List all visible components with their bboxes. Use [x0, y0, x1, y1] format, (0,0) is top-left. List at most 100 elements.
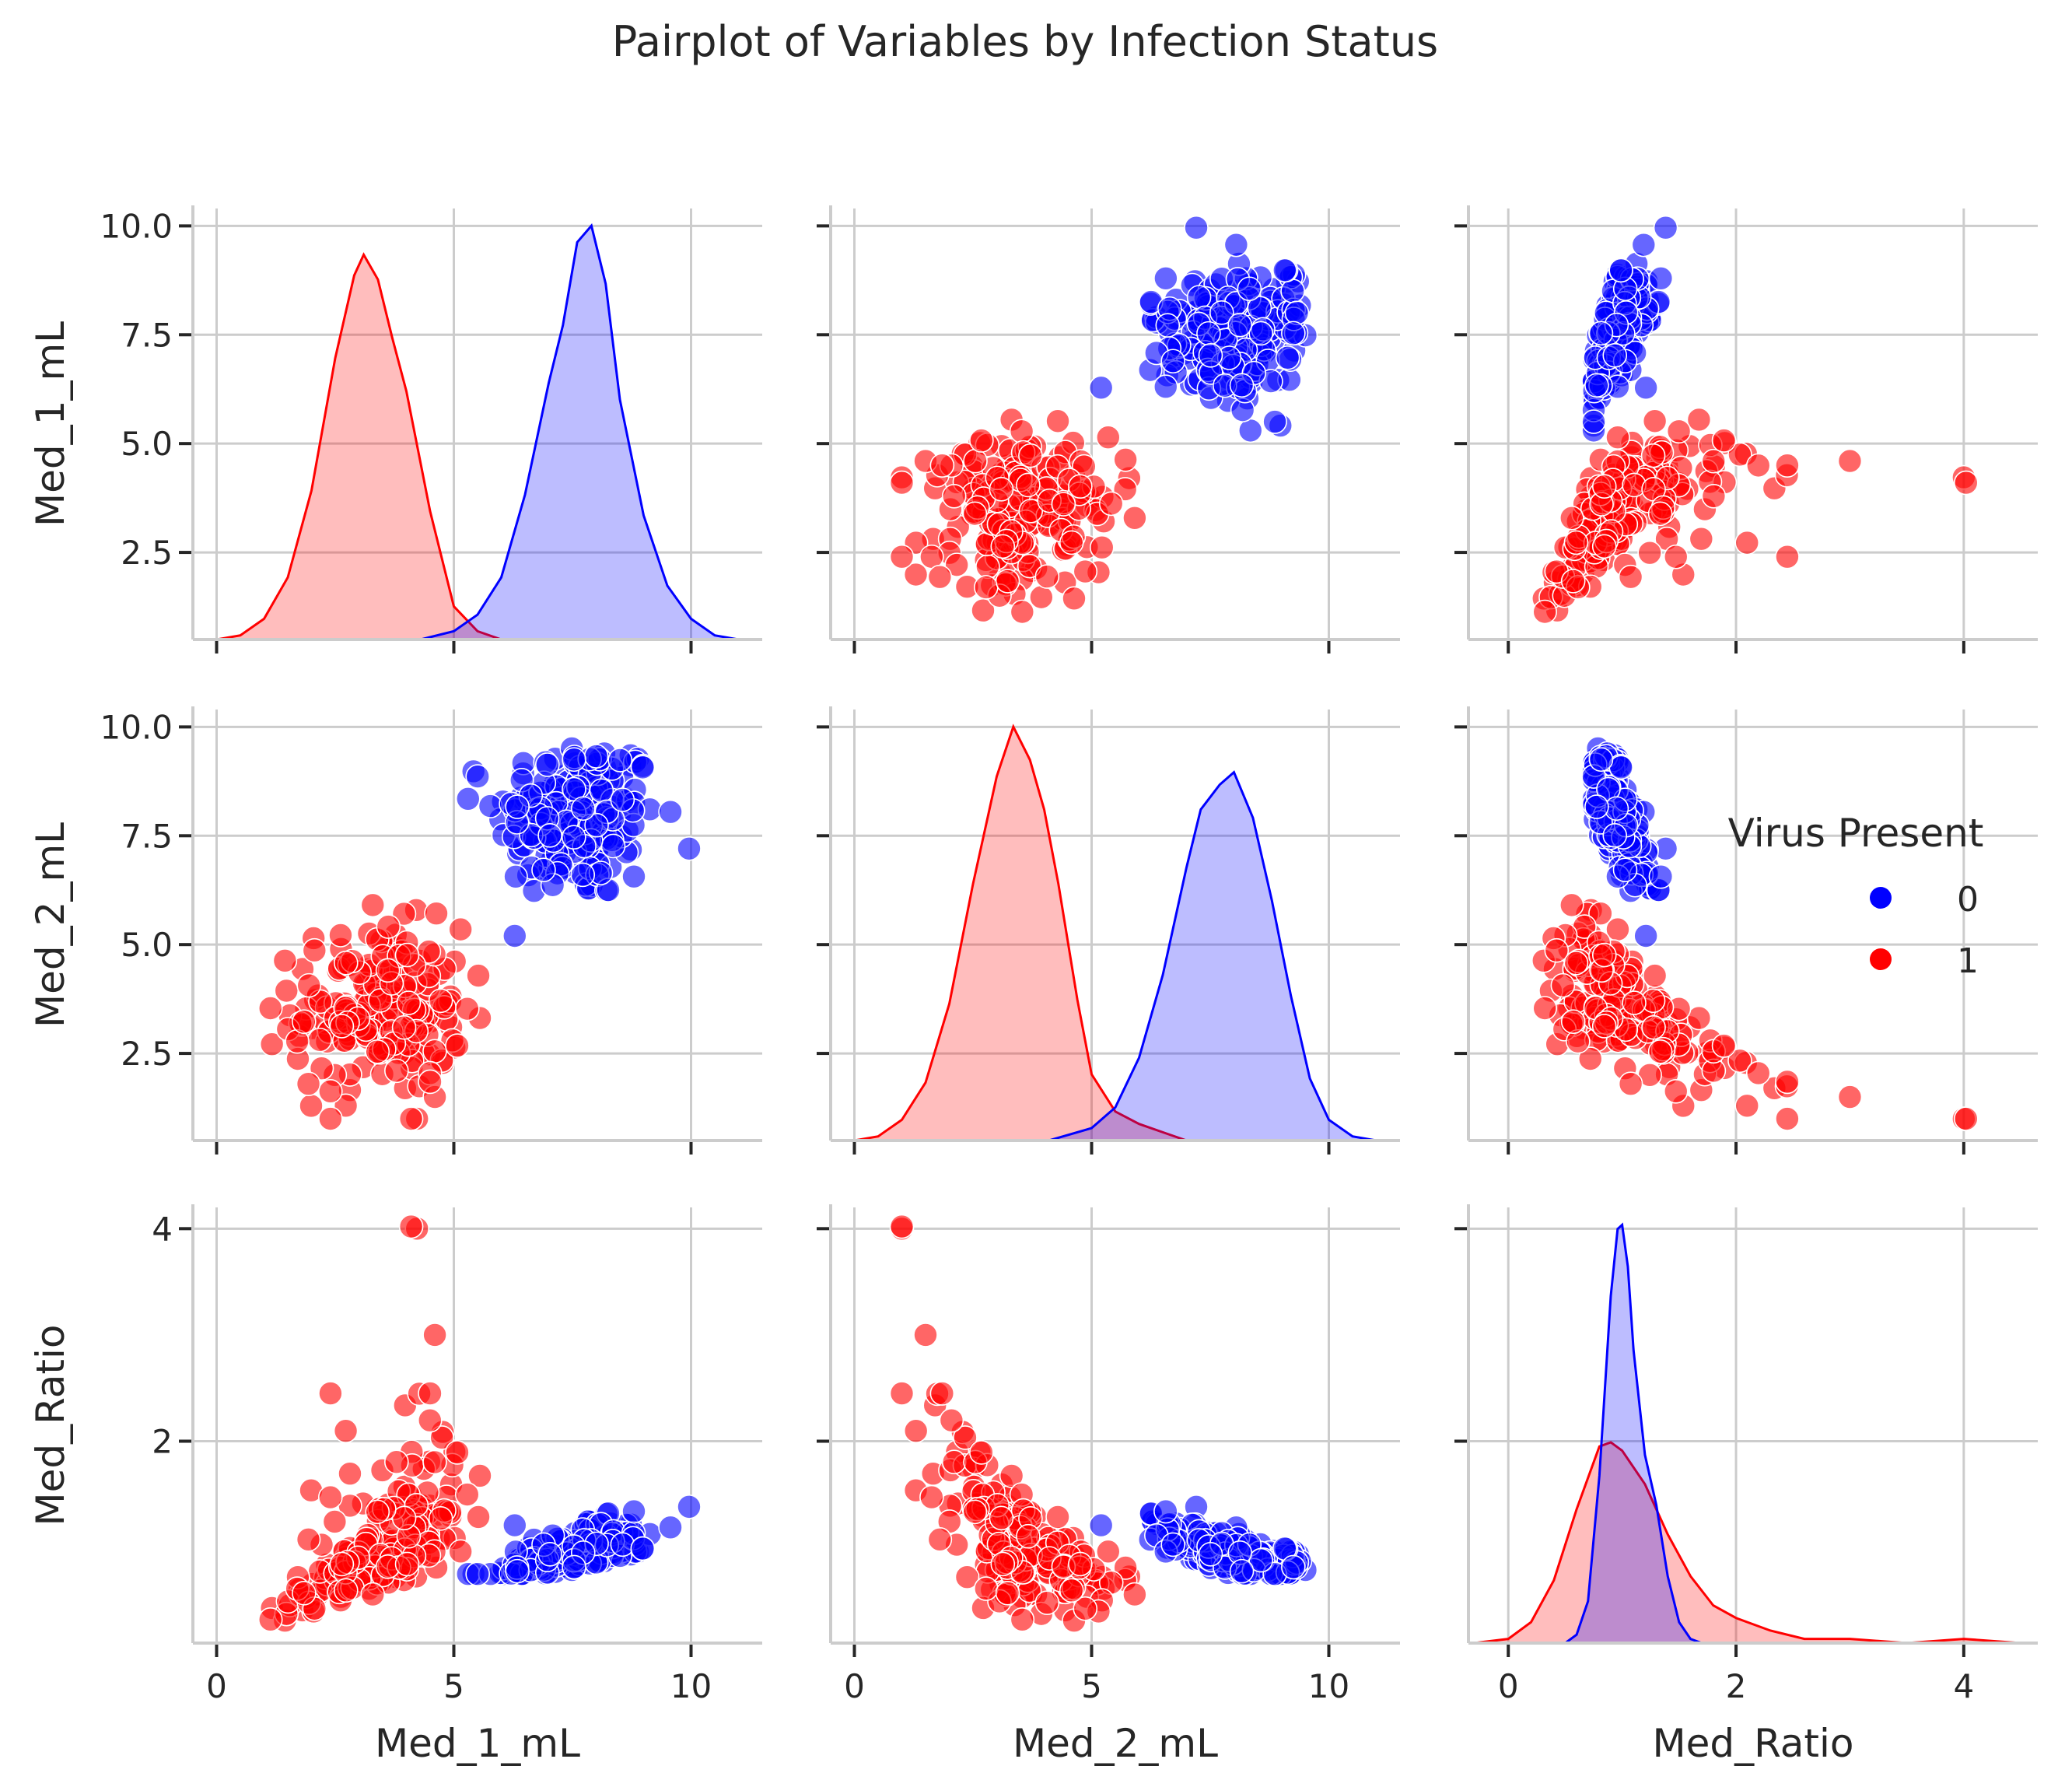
point-group-1 [296, 1527, 321, 1552]
point-group-0 [600, 833, 626, 859]
point-group-0 [1584, 373, 1609, 398]
point-group-1 [418, 1069, 443, 1095]
x-tick-label: 4 [1953, 1667, 1974, 1705]
point-group-1 [1711, 428, 1737, 453]
point-group-0 [570, 862, 596, 888]
point-group-1 [927, 564, 953, 590]
point-group-0 [562, 1554, 586, 1580]
point-group-1 [328, 923, 353, 948]
point-group-1 [1647, 501, 1673, 527]
point-group-1 [329, 1551, 355, 1577]
point-group-1 [1034, 564, 1060, 589]
point-group-1 [292, 1580, 317, 1606]
point-group-1 [1577, 1046, 1603, 1071]
point-group-1 [1775, 453, 1800, 478]
point-group-0 [1153, 374, 1178, 400]
point-group-0 [465, 1561, 490, 1587]
point-group-1 [272, 948, 298, 973]
point-group-1 [296, 1071, 321, 1097]
point-group-0 [455, 787, 481, 811]
panel-Med_Ratio-vs-Med_1_mL: 0 5 10 2 4 Med_1_mL Med_Ratio [28, 1204, 762, 1766]
point-group-0 [505, 1558, 530, 1584]
point-group-1 [903, 1418, 929, 1444]
point-group-1 [927, 1527, 953, 1552]
point-group-1 [391, 1014, 417, 1040]
point-group-0 [1229, 1558, 1255, 1584]
y-tick-label: 10.0 [100, 207, 173, 245]
point-group-1 [1113, 1555, 1138, 1580]
x-tick-label: 0 [844, 1667, 865, 1705]
point-group-1 [1016, 1523, 1041, 1549]
point-group-1 [1837, 448, 1863, 474]
point-group-1 [445, 1440, 470, 1465]
chart-title: Pairplot of Variables by Infection Statu… [612, 17, 1438, 66]
point-group-1 [962, 1499, 988, 1525]
point-group-1 [1775, 544, 1800, 569]
panel-Med_2_mL-vs-Med_1_mL: 2.5 5.0 7.5 10.0 Med_2_mL [28, 706, 762, 1155]
x-tick-label: 5 [443, 1667, 464, 1705]
panel-Med_2_mL-vs-Med_2_mL [817, 706, 1400, 1155]
point-group-1 [307, 1027, 332, 1053]
point-group-0 [1198, 1542, 1223, 1567]
point-group-1 [1591, 474, 1617, 499]
panel-Med_1_mL-vs-Med_2_mL [817, 205, 1400, 653]
point-group-0 [1248, 321, 1274, 346]
y-tick-label: 4 [152, 1210, 173, 1248]
point-group-0 [1209, 300, 1234, 325]
point-group-0 [502, 1512, 527, 1538]
point-group-1 [318, 1381, 343, 1406]
point-group-1 [1059, 530, 1084, 555]
point-group-0 [1237, 276, 1262, 302]
x-tick-label: 0 [206, 1667, 227, 1705]
point-group-1 [974, 1576, 999, 1601]
point-group-0 [1229, 373, 1255, 398]
kde-line-group-1 [216, 252, 502, 639]
point-group-0 [1581, 409, 1606, 434]
point-group-0 [562, 747, 586, 773]
point-group-1 [1591, 1014, 1617, 1039]
point-group-0 [610, 1532, 635, 1558]
point-group-1 [969, 1440, 994, 1465]
point-group-1 [318, 1106, 343, 1131]
y-axis-label: Med_Ratio [28, 1324, 73, 1526]
point-group-1 [1532, 996, 1557, 1021]
point-group-1 [1953, 1106, 1979, 1131]
point-group-1 [448, 916, 473, 942]
point-group-1 [1010, 1607, 1035, 1632]
point-group-1 [1096, 425, 1121, 450]
point-group-1 [292, 1009, 317, 1035]
point-group-1 [1618, 1071, 1643, 1097]
point-group-0 [1088, 1512, 1114, 1538]
point-group-1 [296, 972, 322, 998]
point-group-1 [1642, 408, 1668, 434]
point-group-0 [1227, 312, 1252, 338]
point-group-1 [954, 1565, 980, 1590]
point-group-1 [1560, 569, 1586, 594]
point-group-1 [375, 958, 401, 983]
y-tick-label: 2.5 [121, 1035, 173, 1073]
point-group-1 [365, 1039, 390, 1064]
point-group-1 [1010, 599, 1035, 625]
point-group-1 [424, 901, 449, 926]
point-group-1 [318, 1484, 343, 1510]
point-group-1 [1641, 1014, 1666, 1040]
point-group-0 [1160, 1532, 1185, 1558]
x-axis-label: Med_Ratio [1652, 1721, 1853, 1766]
point-group-1 [919, 1484, 944, 1510]
point-group-1 [398, 1214, 424, 1239]
point-group-1 [1734, 1093, 1760, 1119]
point-group-1 [398, 1106, 424, 1131]
point-group-0 [621, 1498, 646, 1524]
x-tick-label: 10 [1308, 1667, 1349, 1705]
point-group-1 [975, 554, 1000, 580]
point-group-0 [535, 752, 560, 777]
point-group-1 [360, 1582, 386, 1607]
point-group-1 [445, 1033, 470, 1058]
point-group-1 [1701, 448, 1726, 474]
point-group-0 [583, 744, 609, 769]
point-group-0 [1272, 258, 1297, 283]
point-group-1 [466, 963, 491, 988]
kde-fill-group-0 [420, 226, 739, 639]
point-group-1 [1663, 1079, 1689, 1104]
point-group-0 [1160, 349, 1185, 374]
